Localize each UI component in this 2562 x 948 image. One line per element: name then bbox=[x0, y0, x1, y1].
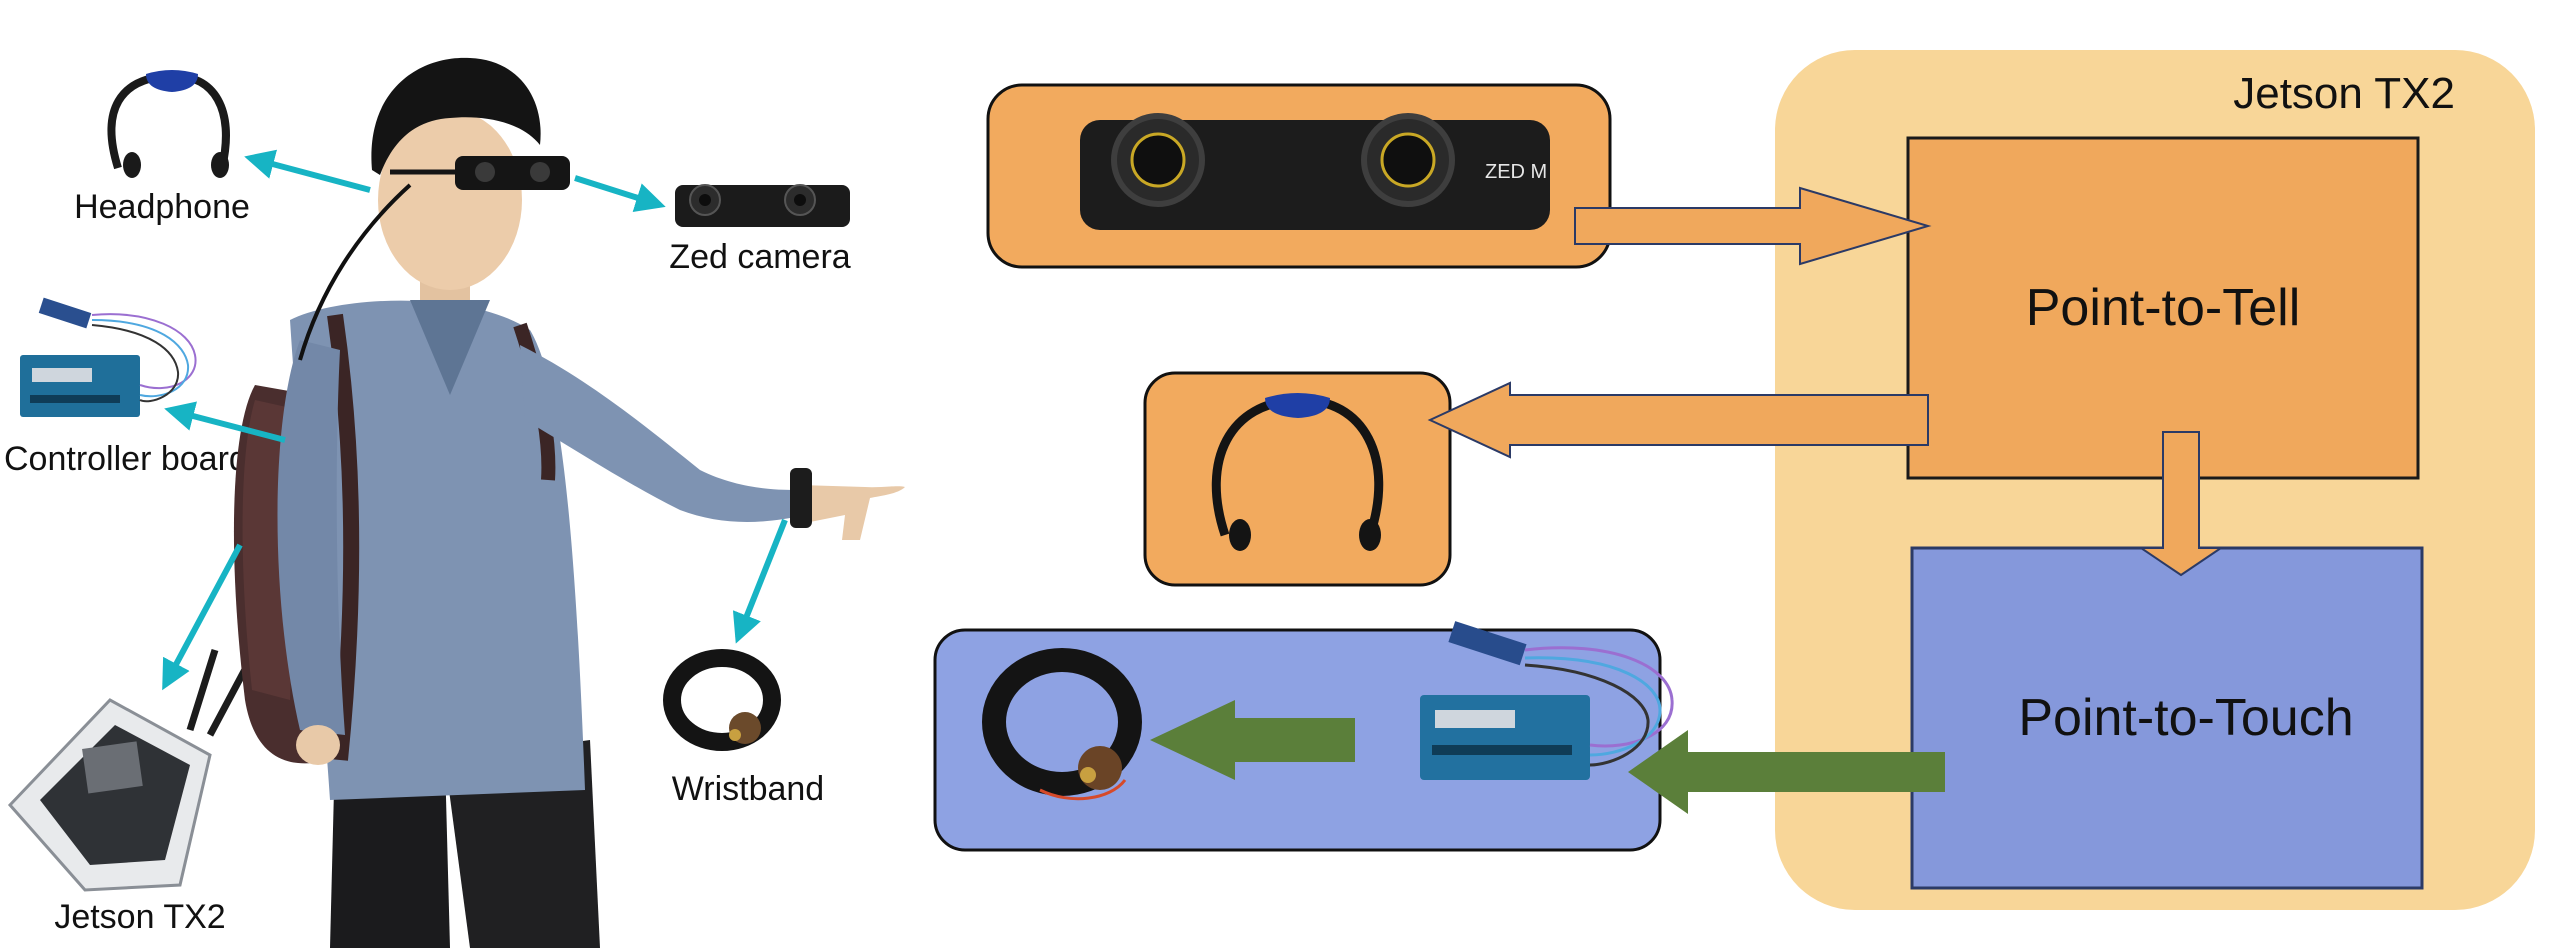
jetson-tx2-icon bbox=[7, 648, 254, 892]
zed-camera-box: ZED M bbox=[986, 83, 1612, 269]
right-diagram-panel: Jetson TX2 Point-to-Tell Point-to-Touch … bbox=[933, 50, 2535, 910]
point-to-tell-block bbox=[1906, 136, 2420, 480]
headphone-icon bbox=[107, 70, 230, 178]
arrow-to-wristband bbox=[732, 518, 788, 644]
wristband-label: Wristband bbox=[672, 770, 824, 808]
touch-to-controller-arrow bbox=[1628, 730, 1945, 814]
camera-to-tell-arrow bbox=[1574, 186, 1932, 266]
zed-camera-icon bbox=[675, 184, 850, 227]
controller-board-label: Controller board bbox=[4, 440, 248, 478]
left-photo-panel: Headphone Zed camera Controller board bbox=[4, 57, 905, 948]
zed-logo: ZED M bbox=[1485, 161, 1547, 183]
controller-board-icon bbox=[20, 297, 197, 417]
headphone-label: Headphone bbox=[74, 188, 250, 226]
tell-to-touch-arrow bbox=[2137, 431, 2225, 577]
headphone-box bbox=[1143, 371, 1452, 587]
point-to-tell-label: Point-to-Tell bbox=[2026, 279, 2301, 337]
jetson-panel-title: Jetson TX2 bbox=[2233, 69, 2455, 118]
controller-to-wristband-arrow bbox=[1150, 700, 1355, 780]
tell-to-headphone-arrow bbox=[1427, 381, 1929, 459]
jetson-tx2-label: Jetson TX2 bbox=[54, 898, 225, 936]
arrow-to-jetson bbox=[162, 543, 243, 691]
arrow-to-controller-board bbox=[164, 401, 286, 443]
wristband-icon bbox=[663, 649, 781, 751]
teal-arrows bbox=[162, 149, 788, 691]
arrow-to-zed-camera bbox=[574, 175, 666, 213]
zed-camera-label: Zed camera bbox=[669, 238, 850, 276]
person-figure bbox=[233, 57, 905, 948]
point-to-touch-label: Point-to-Touch bbox=[2018, 689, 2353, 747]
arrow-to-headphone bbox=[244, 149, 371, 193]
